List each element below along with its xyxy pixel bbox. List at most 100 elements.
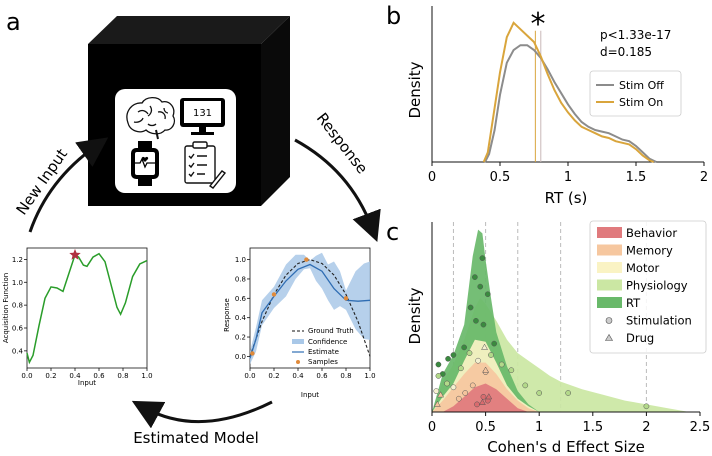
panel-a-letter: a [6,8,21,36]
ground-truth-curve [249,259,371,357]
stimulation-marker [445,355,451,362]
density-area-rt [432,229,540,412]
tick-label: 0.6 [12,325,24,333]
resp-xticks: 0.0 0.2 0.4 0.6 0.8 1.0 [244,368,376,380]
stimulation-marker [643,403,650,410]
estimate-curve [249,263,371,359]
legend-triangle-icon [604,333,614,341]
tick-label: 0 [428,170,436,185]
tick-label: 0.2 [268,372,279,380]
stimulation-marker [450,352,457,358]
legend-label-drug: Drug [626,331,654,345]
stimulation-marker [458,365,464,372]
tick-label: 1 [535,420,543,435]
stimulation-marker [455,395,462,402]
stimulation-marker [477,283,484,290]
stimulation-marker [484,291,491,298]
legend-swatch-behavior [597,227,622,238]
stimulation-marker [508,367,515,374]
c-ylabel: Density [406,287,424,344]
panel-c: c 0 0.5 1 1.5 2 2.5 Cohen's d Effect Size Den… [386,218,710,456]
tick-label: 1.0 [235,256,246,264]
legend-truth-label: Ground Truth [308,327,354,335]
resp-ylabel: Response [223,298,231,332]
drug-marker [478,398,486,405]
stimulation-marker [435,373,442,379]
legend-samples-label: Samples [308,358,338,366]
drug-marker [485,393,493,400]
box-side [261,16,290,206]
acq-axes-frame [26,247,148,369]
stimulation-marker [475,357,481,364]
confidence-band [250,252,370,365]
stimulation-marker [474,401,480,408]
tick-label: 1.5 [582,420,603,435]
panel-b-letter: b [386,2,401,30]
label-response: Response [313,109,372,177]
stimulation-marker [522,382,529,389]
panel-a: a 131 [2,8,381,447]
density-curve-stim-on [482,21,655,163]
response-plot: 0.0 0.2 0.4 0.6 0.8 1.0 0.0 0.2 0.4 0.6 0.8 1.0 In… [223,247,376,399]
stimulation-marker [433,388,440,394]
tick-label: 2 [700,170,708,185]
tick-label: 0.6 [316,372,328,380]
tick-label: 1 [564,170,572,185]
stimulation-marker [466,350,473,356]
drug-marker [437,391,445,398]
b-legend: Stim Off Stim On [589,70,682,117]
resp-yticks: 0.0 0.2 0.4 0.6 0.8 1.0 [235,256,250,361]
tick-label: 0.4 [69,372,81,380]
tick-label: 0.4 [235,314,247,322]
b-xlabel: RT (s) [545,189,588,207]
legend-stim-off-label: Stim Off [619,79,664,92]
legend-samples-swatch [296,360,300,364]
arrow-new-input [28,137,109,233]
sample-point [250,351,255,356]
stimulation-marker [469,382,476,389]
c-legend: Behavior Memory Motor Physiology RT Stimulati… [589,220,707,354]
stimulation-marker [565,390,571,396]
legend-swatch-motor [597,262,622,273]
acq-xticks: 0.0 0.2 0.4 0.6 0.8 1.0 [21,368,153,380]
legend-label-rt: RT [626,296,641,310]
stimulation-marker [479,255,486,261]
b-xticks: 0 0.5 1 1.5 2 [428,162,708,185]
tick-label: 1.0 [12,279,23,287]
stimulation-marker [498,361,505,368]
legend-estimate-label: Estimate [308,348,339,356]
stimulation-marker [467,304,474,311]
arrow-response [294,138,381,243]
tick-label: 0.8 [12,302,23,310]
tick-label: 0 [428,420,436,435]
tick-label: 0.6 [235,295,247,303]
acquisition-plot: 0.0 0.2 0.4 0.6 0.8 1.0 0.4 0.6 0.8 1.0 1.2 Input… [2,247,153,387]
drug-marker [481,343,488,350]
stimulation-marker [536,390,543,396]
samples [250,257,349,356]
tick-label: 0.0 [21,372,32,380]
stimulation-marker [435,361,442,368]
tick-label: 0.4 [292,372,304,380]
panel-b: b 0 0.5 1 1.5 2 RT (s) Density * p<1.33e-17 … [386,2,708,207]
c-xlabel: Cohen's d Effect Size [487,438,645,456]
sample-point [343,296,349,301]
stimulation-marker [472,274,478,280]
legend-confidence-swatch [292,339,304,344]
sample-point [304,257,309,262]
smartwatch-icon [131,141,159,186]
tick-label: 0.0 [244,372,255,380]
legend-swatch-rt [597,297,622,308]
stimulation-marker [450,384,457,391]
tick-label: 0.2 [235,334,246,342]
box-top [88,16,290,44]
tick-label: 0.4 [12,347,24,355]
tick-label: 2 [642,420,650,435]
tick-label: 2.5 [690,420,711,435]
resp-xlabel: Input [301,391,319,399]
tick-label: 0.8 [235,275,246,283]
legend-circle-icon [605,317,613,324]
acq-xlabel: Input [78,379,96,387]
b-ylabel: Density [406,61,424,118]
